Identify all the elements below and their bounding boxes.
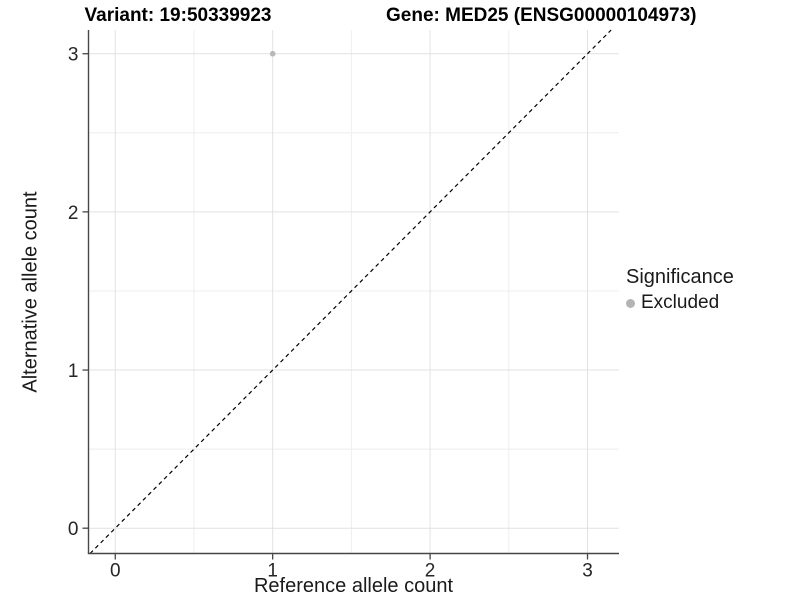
x-tick-label: 0 bbox=[110, 561, 121, 582]
legend-items: Excluded bbox=[626, 292, 734, 314]
x-axis-title: Reference allele count bbox=[253, 575, 453, 597]
legend-title: Significance bbox=[626, 266, 734, 288]
identity-dashed-line bbox=[89, 29, 612, 554]
legend-item: Excluded bbox=[626, 292, 734, 314]
plot-title-variant: Variant: 19:50339923 bbox=[84, 5, 272, 26]
x-tick-label: 2 bbox=[425, 561, 436, 582]
y-tick-label: 3 bbox=[68, 45, 79, 66]
y-axis-title: Alternative allele count bbox=[19, 191, 42, 393]
x-tick-label: 3 bbox=[582, 561, 593, 582]
legend: Significance Excluded bbox=[626, 266, 734, 314]
legend-item-label: Excluded bbox=[641, 292, 720, 313]
data-point bbox=[269, 50, 276, 57]
y-tick-label: 2 bbox=[68, 203, 79, 224]
y-tick-label: 0 bbox=[68, 519, 79, 540]
legend-point-swatch-icon bbox=[626, 298, 635, 308]
plot-title-gene: Gene: MED25 (ENSG00000104973) bbox=[386, 5, 697, 26]
x-tick-label: 1 bbox=[267, 561, 278, 582]
y-tick-label: 1 bbox=[68, 361, 79, 382]
